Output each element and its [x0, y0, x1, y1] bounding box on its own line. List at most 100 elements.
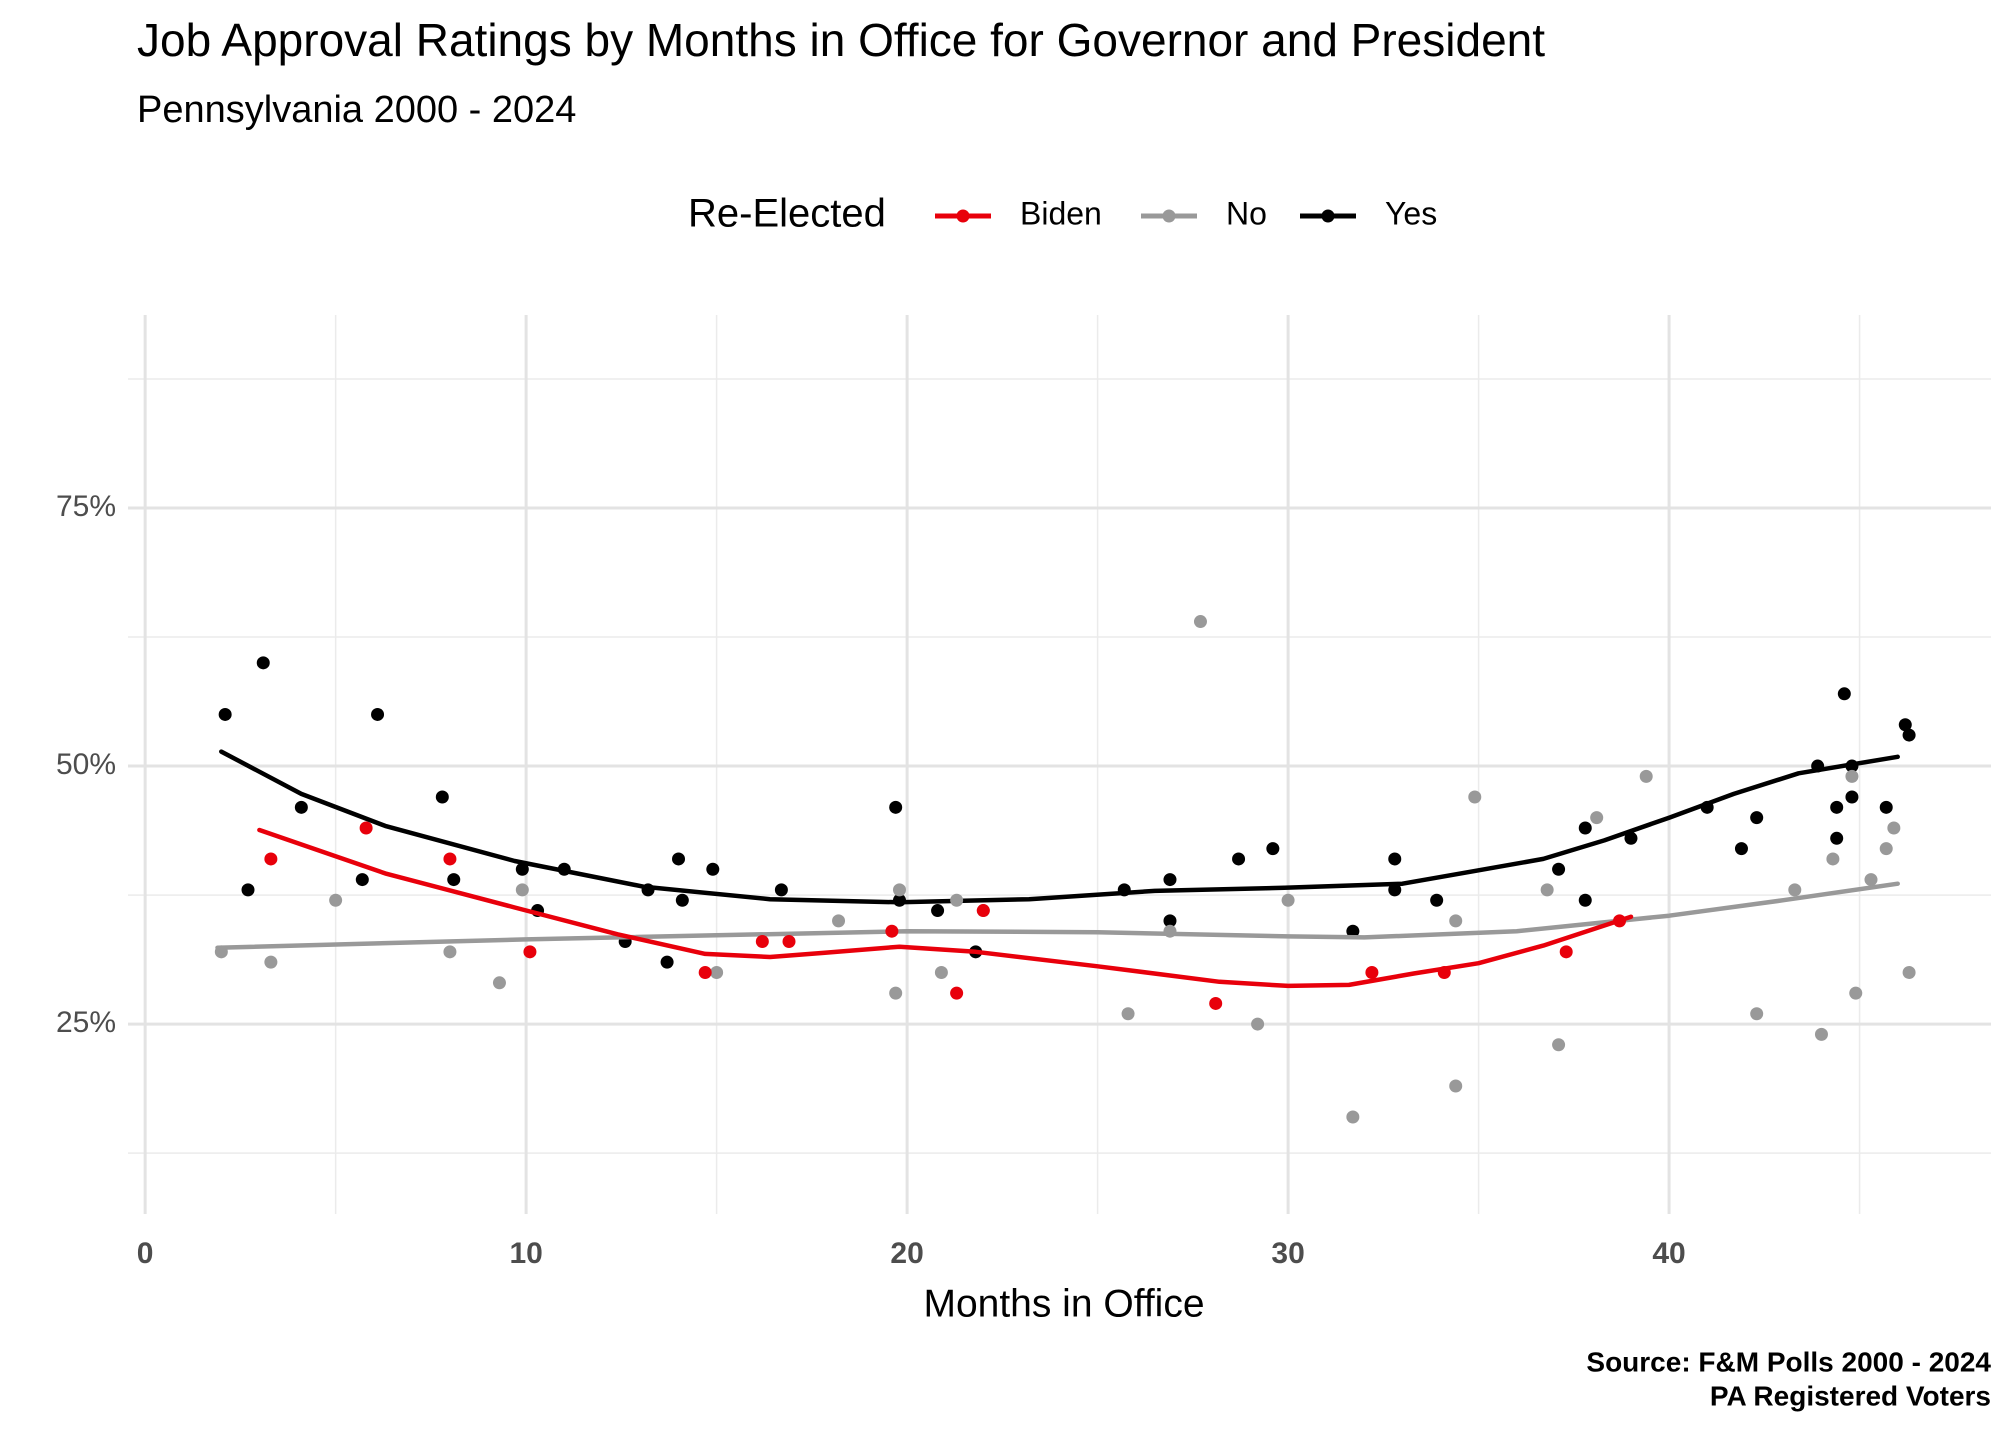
data-point — [1266, 842, 1280, 856]
legend-key-point — [1321, 209, 1335, 223]
x-axis-title: Months in Office — [923, 1282, 1204, 1325]
data-point — [1449, 1079, 1463, 1093]
data-point — [1346, 924, 1360, 938]
data-point — [1468, 790, 1482, 804]
data-point — [359, 821, 373, 835]
data-point — [1837, 687, 1851, 701]
trend-line — [215, 881, 1900, 950]
data-point — [256, 656, 270, 670]
data-point — [892, 883, 906, 897]
data-point — [1830, 800, 1844, 814]
data-point — [889, 986, 903, 1000]
trend-line — [257, 827, 1634, 989]
data-point — [515, 862, 529, 876]
data-point — [1193, 615, 1207, 629]
legend-label: No — [1226, 195, 1267, 231]
data-point — [706, 862, 720, 876]
data-point — [1163, 914, 1177, 928]
data-point — [1826, 852, 1840, 866]
data-point — [1281, 893, 1295, 907]
data-point — [950, 893, 964, 907]
legend-key-point — [1162, 209, 1176, 223]
data-point — [1232, 852, 1246, 866]
data-point — [885, 924, 899, 938]
chart-subtitle: Pennsylvania 2000 - 2024 — [137, 89, 576, 131]
data-point — [774, 883, 788, 897]
data-point — [294, 800, 308, 814]
data-point — [435, 790, 449, 804]
data-point — [241, 883, 255, 897]
data-point — [371, 707, 385, 721]
legend-title: Re-Elected — [688, 192, 886, 236]
data-point — [698, 965, 712, 979]
data-point — [1814, 1027, 1828, 1041]
data-point — [1388, 883, 1402, 897]
data-point — [710, 965, 724, 979]
data-point — [1849, 986, 1863, 1000]
data-point — [1540, 883, 1554, 897]
data-point — [1552, 1038, 1566, 1052]
data-point — [1388, 852, 1402, 866]
data-point — [264, 955, 278, 969]
data-point — [1898, 718, 1912, 732]
x-tick-label: 10 — [509, 1237, 542, 1270]
data-point — [1578, 893, 1592, 907]
x-tick-label: 40 — [1652, 1237, 1685, 1270]
source-note: Source: F&M Polls 2000 - 2024 — [1586, 1346, 1991, 1377]
data-point — [976, 904, 990, 918]
data-point — [1845, 790, 1859, 804]
data-point — [443, 852, 457, 866]
data-point — [660, 955, 674, 969]
data-point — [832, 914, 846, 928]
data-point — [1830, 831, 1844, 845]
data-point — [443, 945, 457, 959]
y-tick-label: 50% — [56, 748, 116, 781]
data-point — [931, 904, 945, 918]
data-point — [782, 935, 796, 949]
data-point — [1750, 811, 1764, 825]
data-point — [492, 976, 506, 990]
data-point — [1430, 893, 1444, 907]
data-point — [218, 707, 232, 721]
data-point — [1902, 728, 1916, 742]
chart-title: Job Approval Ratings by Months in Office… — [137, 14, 1545, 66]
data-point — [1734, 842, 1748, 856]
data-point — [523, 945, 537, 959]
data-point — [755, 935, 769, 949]
x-tick-label: 20 — [890, 1237, 923, 1270]
data-point — [264, 852, 278, 866]
data-point — [1902, 965, 1916, 979]
data-point — [1251, 1017, 1265, 1031]
data-point — [1788, 883, 1802, 897]
source-note: PA Registered Voters — [1710, 1380, 1991, 1411]
data-point — [1887, 821, 1901, 835]
data-point — [1209, 996, 1223, 1010]
data-point — [1639, 769, 1653, 783]
data-point — [329, 893, 343, 907]
data-point — [1578, 821, 1592, 835]
data-point — [1552, 862, 1566, 876]
y-tick-label: 75% — [56, 490, 116, 523]
data-point — [1750, 1007, 1764, 1021]
data-point — [1163, 873, 1177, 887]
legend-key-point — [956, 209, 970, 223]
data-point — [889, 800, 903, 814]
data-point — [355, 873, 369, 887]
data-point — [1121, 1007, 1135, 1021]
x-tick-label: 0 — [137, 1237, 154, 1270]
data-point — [950, 986, 964, 1000]
data-point — [934, 965, 948, 979]
data-point — [672, 852, 686, 866]
legend-label: Biden — [1020, 195, 1102, 231]
trend-line — [219, 749, 1900, 905]
x-tick-label: 30 — [1271, 1237, 1304, 1270]
data-point — [1346, 1110, 1360, 1124]
data-point — [1559, 945, 1573, 959]
data-point — [675, 893, 689, 907]
data-point — [1845, 769, 1859, 783]
data-point — [515, 883, 529, 897]
data-point — [1449, 914, 1463, 928]
data-point — [1879, 800, 1893, 814]
